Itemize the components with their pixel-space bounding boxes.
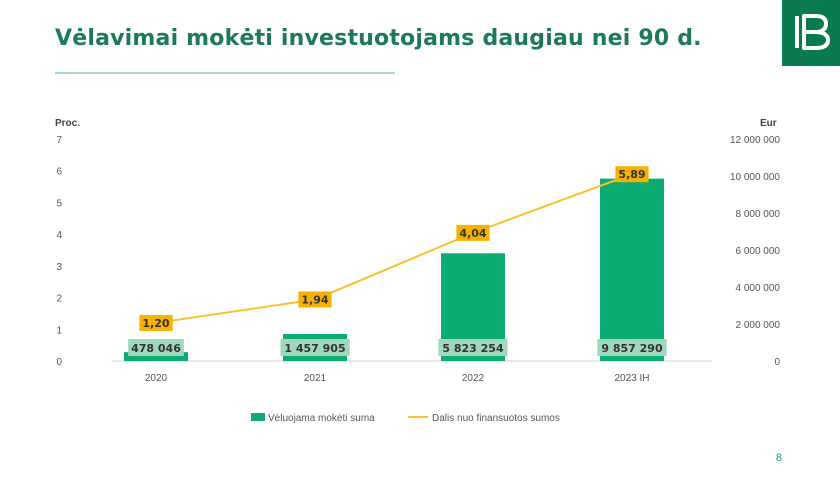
y-right-tick-label: 8 000 000 [736,209,781,220]
brand-logo [782,0,840,66]
x-tick-label: 2023 IH [614,373,649,384]
page-number: 8 [775,452,782,464]
y-right-tick-label: 10 000 000 [730,172,780,183]
legend-label-line: Dalis nuo finansuotos sumos [432,413,560,424]
line-data-label-bg [456,224,490,241]
y-left-tick-label: 7 [56,135,62,146]
line-data-label: 4,04 [459,227,486,240]
y-left-tick-label: 3 [56,262,62,273]
y-left-tick-label: 5 [56,198,62,209]
line-data-label-bg [298,291,332,308]
x-tick-label: 2021 [304,373,327,384]
y-left-tick-label: 6 [56,167,62,178]
bar [124,352,188,361]
y-right-tick-label: 0 [774,357,780,368]
bar-data-label: 1 457 905 [284,342,345,355]
bar-data-label-bg [128,339,184,356]
bar [600,178,664,361]
line-data-label: 1,94 [301,293,328,306]
y-right-tick-label: 4 000 000 [736,283,781,294]
y-right-tick-label: 2 000 000 [736,320,781,331]
line-series-path [155,173,633,324]
y-left-tick-label: 1 [56,325,62,336]
bar-data-label-bg [597,339,667,356]
line-data-label: 1,20 [142,317,169,330]
bar-data-label: 5 823 254 [442,342,504,355]
y-right-tick-label: 6 000 000 [736,246,781,257]
y-left-tick-label: 0 [56,357,62,368]
line-data-label: 5,89 [618,168,645,181]
page-title: Vėlavimai mokėti investuotojams daugiau … [55,26,702,51]
y-left-tick-label: 2 [56,294,62,305]
bar-data-label-bg [280,339,350,356]
legend-label-bar: Vėluojama mokėti suma [268,413,375,424]
x-tick-label: 2020 [145,373,168,384]
line-data-label-bg [139,314,173,331]
bar-data-label: 9 857 290 [601,342,663,355]
legend: Vėluojama mokėti suma Dalis nuo finansuo… [251,413,560,424]
brand-logo-icon [795,14,830,50]
bar-data-label: 478 046 [131,342,181,355]
bar-data-label-bg [438,339,508,356]
y-left-axis-title: Proc. [55,118,80,129]
line-data-label-bg [615,166,649,183]
y-left-tick-label: 4 [56,230,62,241]
x-tick-label: 2022 [462,373,485,384]
legend-swatch-bar [251,413,265,421]
y-right-tick-label: 12 000 000 [730,135,780,146]
y-right-axis-title: Eur [760,118,777,129]
title-divider [55,72,395,74]
